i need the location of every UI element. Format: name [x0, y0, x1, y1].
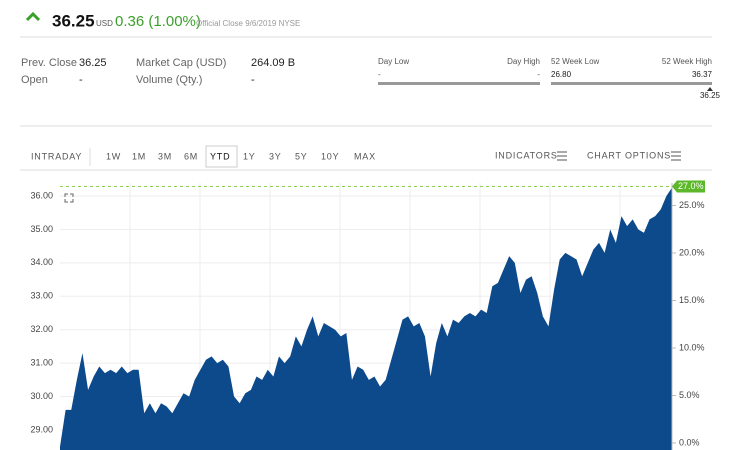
stat-value: 264.09 B: [251, 57, 295, 69]
range-current: 36.25: [700, 91, 721, 100]
range-bar: [551, 82, 712, 85]
menu-icon: [671, 151, 681, 161]
stat-label: Volume (Qty.): [136, 74, 202, 86]
y-tick-label: 34.00: [30, 257, 53, 267]
chart: 29.00 30.00 31.00 32.00 33.00 34.00 35.00 36.00…: [30, 180, 705, 450]
intraday-button[interactable]: INTRADAY: [31, 151, 82, 161]
range-value: -: [537, 70, 540, 79]
range-button[interactable]: 1M: [132, 151, 146, 161]
active-range: [205, 145, 238, 168]
last-label: 27.0%: [678, 181, 704, 191]
range-button[interactable]: YTD: [210, 151, 230, 161]
y2-tick-label: 10.0%: [679, 342, 705, 352]
y-tick-label: 30.00: [30, 391, 53, 401]
y2-tick-label: 0.0%: [679, 437, 700, 447]
range-button[interactable]: 1W: [106, 151, 121, 161]
range-button[interactable]: 1Y: [243, 151, 256, 161]
area: [60, 187, 672, 450]
range-marker: 36.25: [700, 87, 721, 100]
range-label: 52 Week High: [662, 57, 712, 66]
y-tick-label: 33.00: [30, 291, 53, 301]
stat-value: -: [79, 74, 83, 86]
price: 36.25: [52, 11, 95, 30]
y2-tick-label: 25.0%: [679, 200, 705, 210]
range-value: 36.37: [692, 70, 713, 79]
y2-tick-label: 15.0%: [679, 295, 705, 305]
change: 0.36 (1.00%): [115, 13, 201, 30]
y-tick-label: 36.00: [30, 190, 53, 200]
stat-label: Open: [21, 74, 48, 86]
expand-icon[interactable]: [64, 193, 74, 203]
range-button[interactable]: 3M: [158, 151, 172, 161]
range-label: Day High: [507, 57, 540, 66]
range-button[interactable]: 3Y: [269, 151, 282, 161]
range-button[interactable]: 6M: [184, 151, 198, 161]
stat-label: Market Cap (USD): [136, 57, 226, 69]
chart-options-button[interactable]: CHART OPTIONS: [587, 150, 671, 160]
y-tick-label: 29.00: [30, 424, 53, 434]
up-arrow: [25, 11, 41, 22]
range-button[interactable]: MAX: [354, 151, 376, 161]
close-note: Official Close 9/6/2019 NYSE: [196, 19, 300, 28]
y-tick-label: 35.00: [30, 224, 53, 234]
indicators-button[interactable]: INDICATORS: [495, 150, 558, 160]
y-tick-label: 32.00: [30, 324, 53, 334]
range-bar: [378, 82, 540, 85]
range-button[interactable]: 5Y: [295, 151, 308, 161]
currency: USD: [96, 19, 113, 28]
range-button[interactable]: 10Y: [321, 151, 339, 161]
y2-tick-label: 20.0%: [679, 247, 705, 257]
stat-label: Prev. Close: [21, 57, 77, 69]
y2-tick-label: 5.0%: [679, 390, 700, 400]
range-value: 26.80: [551, 70, 572, 79]
range-label: 52 Week Low: [551, 57, 600, 66]
range-label: Day Low: [378, 57, 409, 66]
stat-value: 36.25: [79, 57, 107, 69]
marker-arrow: [706, 87, 713, 91]
last-flag: [672, 180, 705, 193]
menu-icon: [557, 151, 567, 161]
range-value: -: [378, 70, 381, 79]
stat-value: -: [251, 74, 255, 86]
toolbar: INTRADAY INDICATORS CHART OPTIONS 1W 1M 3M…: [31, 145, 681, 168]
y-tick-label: 31.00: [30, 357, 53, 367]
